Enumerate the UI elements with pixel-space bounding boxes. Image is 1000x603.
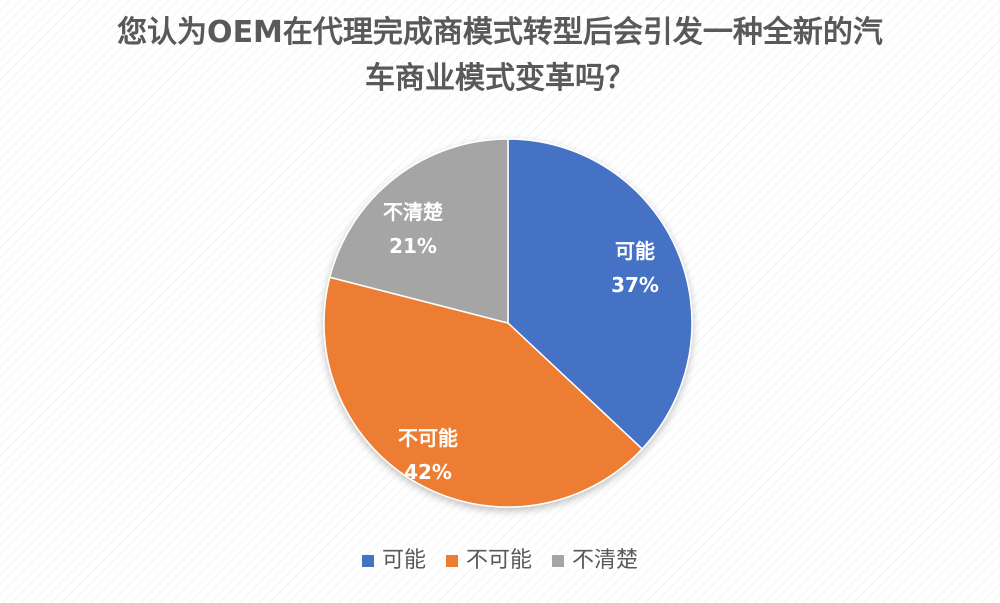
legend-swatch-possible — [361, 555, 374, 567]
legend: 可能 不可能 不清楚 — [0, 546, 1000, 576]
slice-possible — [507, 138, 693, 451]
slice-label-impossible: 不可能 — [398, 426, 458, 450]
slice-label-unclear: 不清楚 — [383, 200, 443, 224]
legend-item-unclear: 不清楚 — [552, 546, 638, 576]
slice-value-unclear: 21% — [389, 234, 437, 258]
chart-title-line-1: 您认为OEM在代理完成商模式转型后会引发一种全新的汽 — [117, 15, 883, 50]
chart-title: 您认为OEM在代理完成商模式转型后会引发一种全新的汽 车商业模式变革吗？ — [0, 10, 1000, 102]
legend-item-possible: 可能 — [361, 546, 426, 576]
slice-value-possible: 37% — [611, 273, 659, 297]
legend-label-impossible: 不可能 — [465, 548, 532, 573]
legend-label-unclear: 不清楚 — [572, 548, 639, 573]
chart-title-line-2: 车商业模式变革吗？ — [365, 61, 635, 96]
slice-unclear — [328, 138, 509, 324]
legend-item-impossible: 不可能 — [445, 546, 532, 576]
legend-swatch-unclear — [552, 555, 564, 567]
legend-swatch-impossible — [445, 555, 458, 567]
pie-slices — [323, 138, 693, 508]
slice-value-impossible: 42% — [404, 460, 452, 484]
legend-label-possible: 可能 — [381, 548, 426, 573]
slice-impossible — [323, 276, 644, 508]
slice-label-possible: 可能 — [615, 239, 655, 263]
